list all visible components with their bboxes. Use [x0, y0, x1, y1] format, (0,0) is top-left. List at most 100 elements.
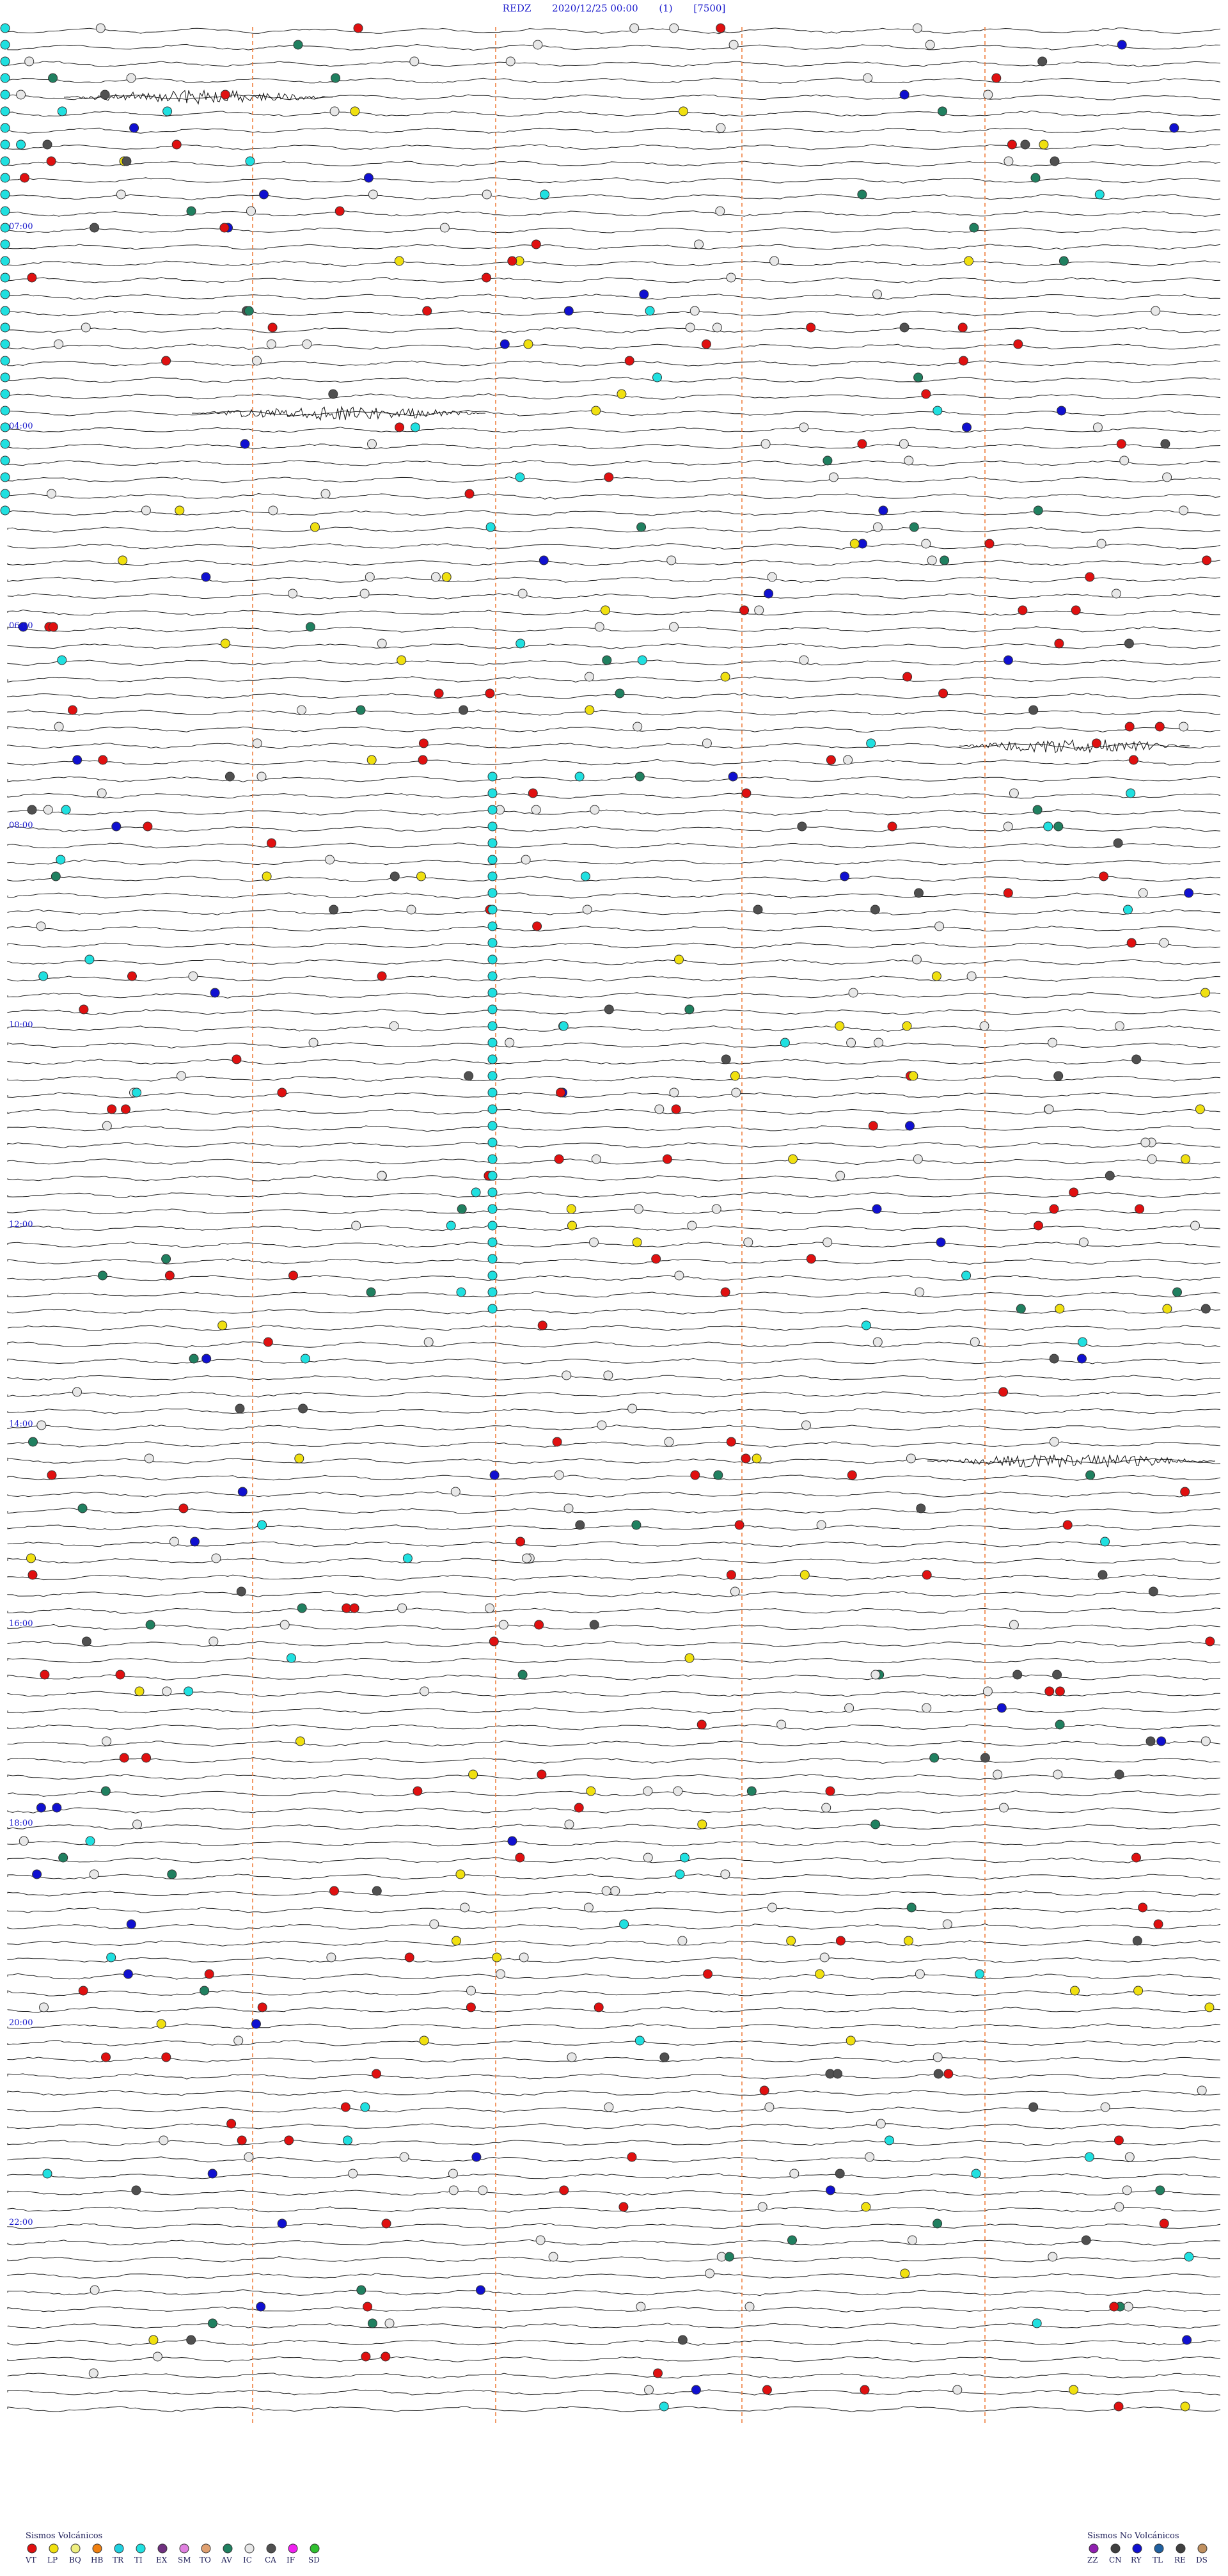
- event-marker: [574, 1803, 584, 1813]
- event-marker: [19, 1836, 29, 1846]
- event-marker: [762, 2385, 772, 2395]
- trace-line: [7, 2173, 1221, 2179]
- event-marker: [1043, 821, 1053, 832]
- event-marker: [861, 1320, 871, 1331]
- event-marker: [866, 738, 876, 748]
- event-marker: [669, 622, 679, 632]
- event-marker: [574, 771, 585, 782]
- event-marker: [471, 1187, 481, 1197]
- event-marker: [1013, 339, 1023, 349]
- event-marker: [726, 1570, 736, 1580]
- minute-markers: [252, 27, 986, 2426]
- legend-swatch: [70, 2543, 81, 2554]
- event-marker: [246, 206, 256, 216]
- hour-label: 12:00: [9, 1220, 33, 1229]
- event-marker: [604, 472, 614, 482]
- event-marker: [487, 1204, 498, 1214]
- event-marker: [0, 406, 10, 416]
- event-marker: [921, 539, 931, 549]
- event-marker: [384, 2318, 395, 2328]
- event-marker: [1044, 1104, 1054, 1114]
- trace-line: [7, 1673, 1221, 1681]
- event-marker: [102, 1121, 112, 1131]
- event-marker: [439, 223, 450, 233]
- event-marker: [244, 2152, 254, 2162]
- event-marker: [1069, 2385, 1078, 2395]
- event-marker: [448, 2185, 459, 2195]
- trace-line: [7, 1424, 1221, 1431]
- event-marker: [245, 156, 255, 166]
- event-marker: [284, 2135, 294, 2145]
- event-marker: [654, 1104, 665, 1114]
- event-marker: [601, 1886, 611, 1896]
- event-marker: [505, 1038, 515, 1048]
- event-marker: [1204, 2002, 1215, 2012]
- trace-line: [7, 493, 1221, 500]
- trace-line: [7, 427, 1221, 434]
- event-marker: [1119, 455, 1130, 466]
- event-marker: [54, 722, 64, 732]
- trace-line: [7, 1840, 1221, 1847]
- trace-line: [7, 1957, 1221, 1963]
- event-marker: [1159, 938, 1169, 948]
- trace-line: [7, 94, 1221, 100]
- event-marker: [0, 455, 10, 466]
- event-marker: [908, 1071, 918, 1081]
- event-marker: [521, 855, 531, 865]
- trace-line: [7, 60, 1221, 68]
- trace-line: [7, 626, 1221, 633]
- event-marker: [677, 2335, 688, 2345]
- event-marker: [90, 223, 100, 233]
- event-marker: [982, 1686, 993, 1696]
- trace-line: [7, 1142, 1221, 1149]
- event-marker: [697, 1719, 707, 1730]
- event-marker: [1111, 589, 1121, 599]
- event-marker: [204, 1969, 214, 1979]
- event-marker: [984, 539, 995, 549]
- event-marker: [297, 705, 306, 715]
- event-marker: [0, 322, 10, 333]
- event-marker: [874, 1038, 884, 1048]
- event-marker: [799, 422, 809, 432]
- event-marker: [328, 389, 338, 399]
- event-marker: [1007, 139, 1017, 150]
- event-marker: [48, 622, 58, 632]
- legend-swatch: [288, 2543, 298, 2554]
- event-marker: [320, 489, 331, 499]
- event-marker: [1053, 1071, 1064, 1081]
- event-marker: [927, 555, 937, 565]
- event-marker: [430, 572, 441, 582]
- event-marker: [1154, 722, 1165, 732]
- event-marker: [905, 1121, 915, 1131]
- event-marker: [940, 555, 950, 565]
- legend-code: SD: [308, 2556, 320, 2564]
- event-marker: [900, 2268, 910, 2279]
- event-marker: [489, 1636, 499, 1647]
- event-marker: [1113, 838, 1123, 848]
- event-marker: [351, 1221, 361, 1231]
- event-marker: [377, 638, 387, 649]
- trace-line: [7, 1174, 1221, 1181]
- event-marker: [586, 1786, 596, 1796]
- event-marker: [507, 256, 517, 266]
- event-marker: [487, 771, 498, 782]
- legend-swatch: [136, 2543, 146, 2554]
- event-marker: [47, 489, 56, 499]
- event-marker: [335, 206, 345, 216]
- event-marker: [0, 206, 10, 216]
- trace-line: [7, 1824, 1221, 1830]
- event-marker: [860, 2385, 870, 2395]
- event-marker: [691, 2385, 701, 2395]
- event-marker: [27, 273, 37, 283]
- trace-line: [7, 1158, 1221, 1166]
- event-marker: [848, 988, 858, 998]
- event-marker: [652, 372, 662, 383]
- event-marker: [929, 1753, 940, 1763]
- trace-line: [7, 1291, 1221, 1298]
- event-marker: [1100, 1537, 1110, 1547]
- event-marker: [957, 322, 968, 333]
- event-marker: [259, 189, 269, 200]
- event-marker: [331, 73, 341, 83]
- event-marker: [916, 1503, 926, 1513]
- event-marker: [0, 23, 10, 33]
